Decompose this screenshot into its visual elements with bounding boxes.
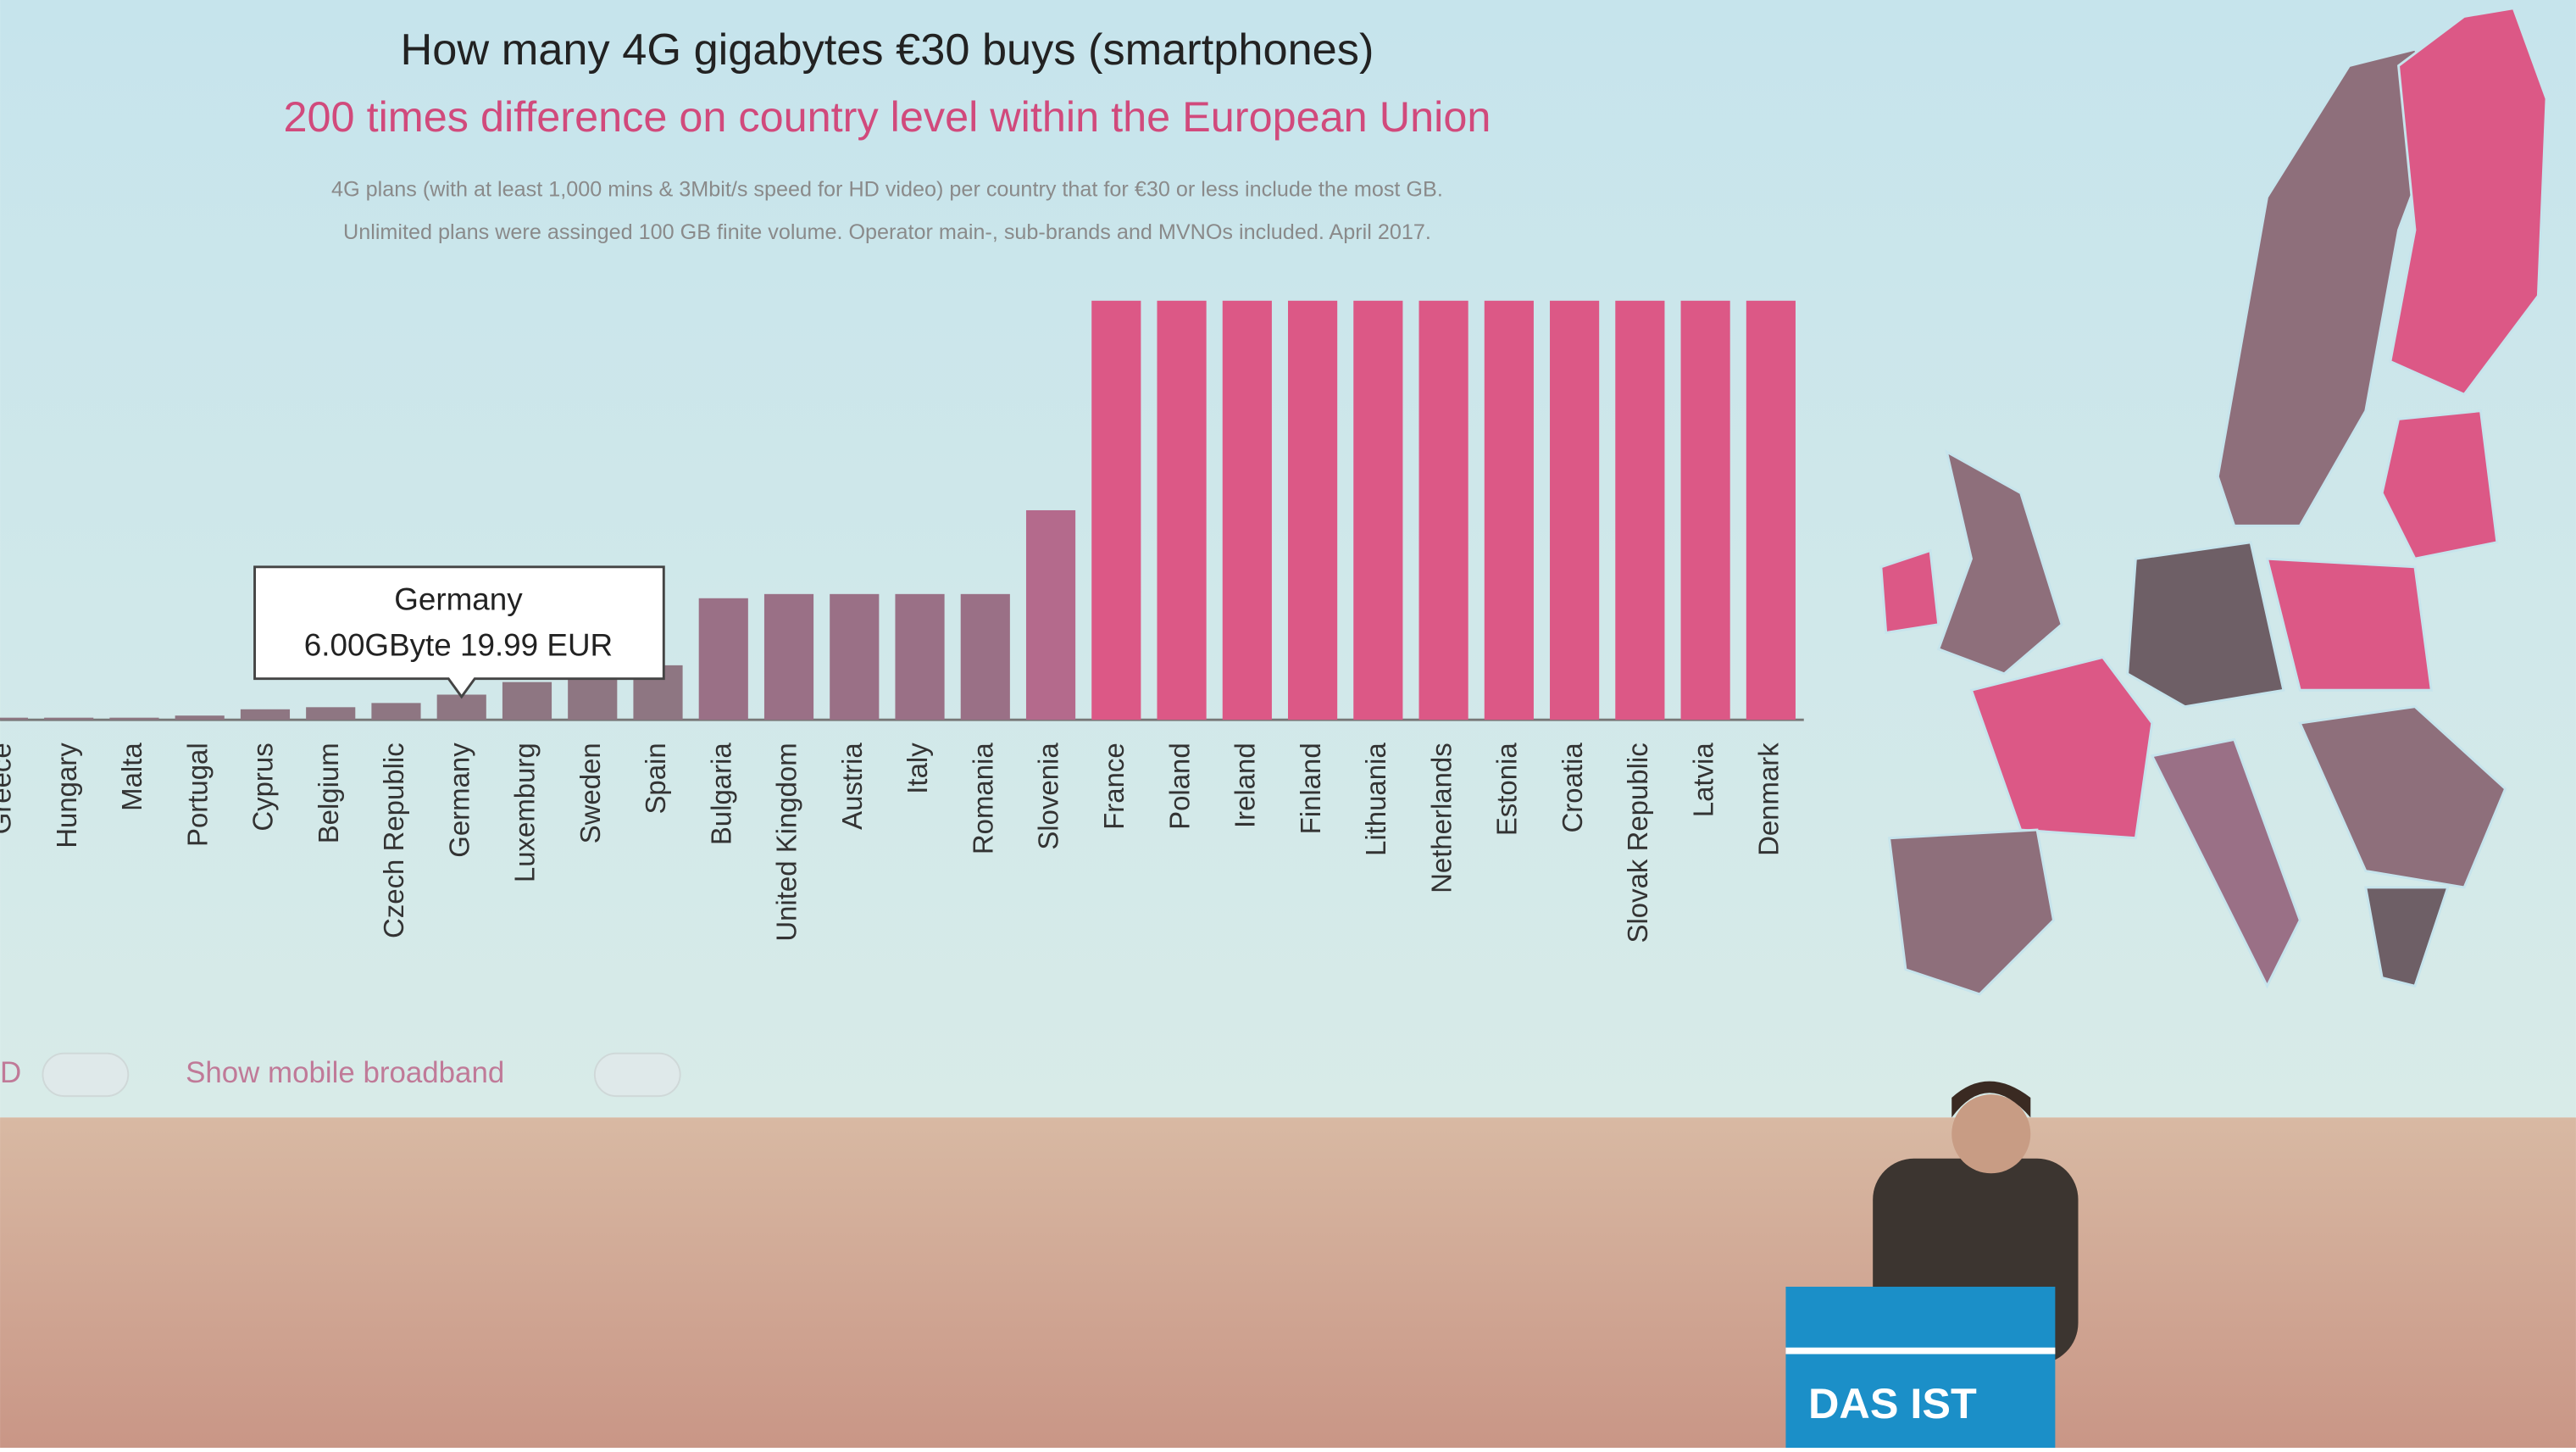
chart-title: How many 4G gigabytes €30 buys (smartpho… xyxy=(401,25,1374,75)
map xyxy=(1879,7,2548,996)
x-tick-label: Malta xyxy=(116,743,147,811)
tooltip-box xyxy=(253,565,665,699)
x-tick-label: Austria xyxy=(836,743,868,830)
bar xyxy=(1222,300,1272,720)
bar xyxy=(1615,300,1665,720)
toggle-label: Show mobile broadband xyxy=(186,1056,504,1089)
toggle[interactable] xyxy=(42,1052,130,1098)
x-tick-label: Sweden xyxy=(575,743,606,843)
x-tick-label: Croatia xyxy=(1557,743,1588,833)
x-tick-label: Bulgaria xyxy=(705,743,736,846)
x-tick-label: Luxemburg xyxy=(509,743,541,882)
tooltip: Germany 6.00GByte 19.99 EUR xyxy=(253,565,665,699)
note: Unlimited plans were assinged 100 GB fin… xyxy=(343,220,1431,244)
note: 4G plans (with at least 1,000 mins & 3Mb… xyxy=(331,178,1443,202)
x-tick-label: Greece xyxy=(0,743,17,834)
chart-subtitle: 200 times difference on country level wi… xyxy=(284,92,1491,141)
bar xyxy=(109,717,159,720)
bar xyxy=(44,717,94,720)
toggle-label: D xyxy=(0,1056,21,1089)
x-tick-label: United Kingdom xyxy=(771,743,802,941)
bar xyxy=(306,707,356,720)
podium-text: DAS IST xyxy=(1808,1379,1977,1427)
bar xyxy=(1680,300,1730,720)
x-tick-label: Slovak Republic xyxy=(1622,743,1653,943)
x-tick-label: Belgium xyxy=(313,743,344,843)
bar xyxy=(1418,300,1468,720)
bar xyxy=(0,717,29,720)
x-tick-label: Italy xyxy=(902,743,933,794)
bar xyxy=(763,593,814,720)
x-tick-label: Czech Republic xyxy=(378,743,409,938)
podium-stripe xyxy=(1785,1347,2056,1355)
x-tick-label: Denmark xyxy=(1753,743,1785,856)
bar xyxy=(1288,300,1338,720)
x-tick-label: Hungary xyxy=(51,743,82,848)
toggle[interactable] xyxy=(593,1052,681,1098)
x-tick-label: Portugal xyxy=(181,743,213,847)
x-tick-label: Poland xyxy=(1163,743,1195,830)
x-tick-label: Latvia xyxy=(1687,743,1718,818)
podium xyxy=(1785,1287,2056,1448)
x-tick-label: Spain xyxy=(640,743,671,814)
bar xyxy=(1550,300,1600,720)
tooltip-title: Germany xyxy=(394,581,523,616)
x-tick-label: Estonia xyxy=(1491,743,1523,837)
bar xyxy=(1484,300,1534,720)
bar xyxy=(1353,300,1403,720)
bar xyxy=(175,715,225,720)
bar xyxy=(1746,300,1796,720)
tooltip-text: 6.00GByte 19.99 EUR xyxy=(304,628,613,663)
bar xyxy=(830,593,880,720)
bar xyxy=(502,681,552,720)
bar xyxy=(895,593,945,720)
x-tick-label: France xyxy=(1098,743,1130,830)
bar xyxy=(1091,300,1141,720)
x-tick-label: Slovenia xyxy=(1033,743,1064,850)
x-tick-label: Ireland xyxy=(1230,743,1261,828)
x-tick-label: Finland xyxy=(1295,743,1326,834)
stage-wall xyxy=(0,1117,2576,1448)
bar xyxy=(1025,509,1076,720)
bar xyxy=(1157,300,1207,720)
bar xyxy=(371,703,421,720)
x-tick-label: Lithuania xyxy=(1360,743,1391,856)
x-tick-label: Netherlands xyxy=(1425,743,1457,893)
x-tick-label: Germany xyxy=(443,743,475,858)
bar xyxy=(568,677,618,720)
bar xyxy=(698,598,748,720)
bar xyxy=(240,709,291,720)
x-tick-label: Romania xyxy=(967,743,998,854)
x-tick-label: Cyprus xyxy=(247,743,279,831)
bar xyxy=(960,593,1010,720)
